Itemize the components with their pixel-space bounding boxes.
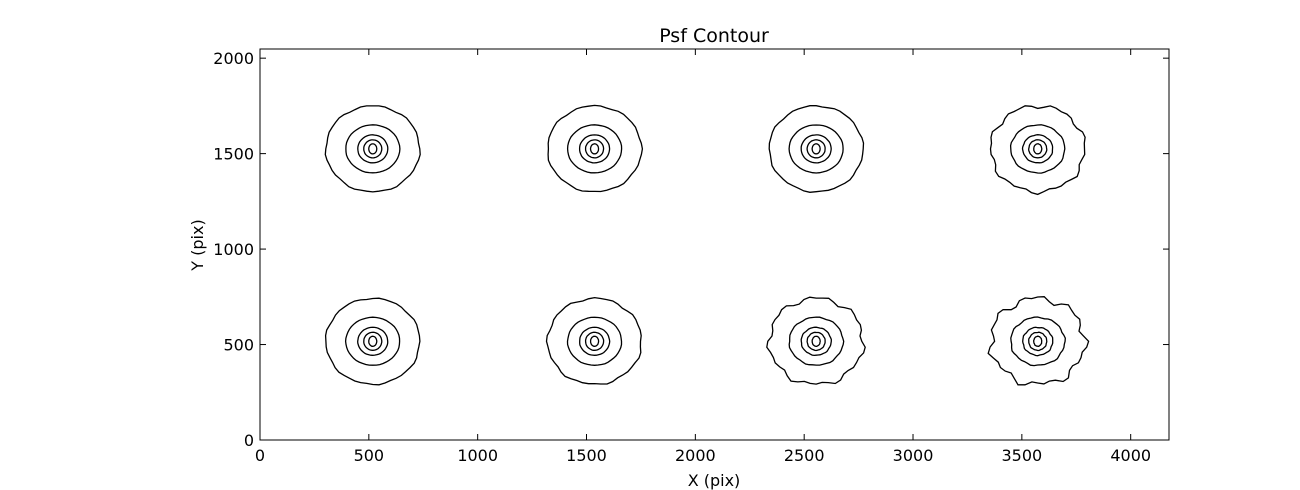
plot-frame [259,48,1170,441]
x-tick-label: 2500 [784,446,825,465]
x-tick-label: 3000 [893,446,934,465]
x-tick-label: 1000 [457,446,498,465]
contour-line [357,134,389,164]
contour-line [363,139,383,159]
contour-line [768,105,865,193]
y-tick-label: 2000 [213,49,254,68]
y-tick-label: 0 [244,431,254,450]
contour-line [357,326,389,356]
x-tick-label: 3500 [1001,446,1042,465]
contour-line [1009,124,1066,174]
contour-line [1010,316,1066,367]
contour-line [788,316,845,366]
chart-title: Psf Contour [659,25,769,47]
contour-line [989,105,1086,196]
contour-line [324,105,421,193]
contour-line [788,124,844,174]
contour-line [811,143,821,155]
contour-line [545,296,642,385]
contour-line [806,139,826,159]
contour-line [324,297,421,386]
contour-line [987,296,1090,386]
contour-line [1028,331,1048,352]
contour-line [345,124,401,174]
contour-line [1028,139,1048,159]
contour-line [363,331,383,351]
contour-line [368,335,378,347]
contour-line [579,326,611,356]
contour-line [566,316,623,366]
contour-line [344,316,401,366]
contour-line [578,134,611,164]
contour-line [1033,335,1043,347]
contour-line [811,335,821,348]
x-tick-label: 500 [354,446,385,465]
x-tick-label: 4000 [1110,446,1151,465]
contour-line [584,331,605,351]
contour-line [800,134,832,164]
x-tick-label: 1500 [566,446,607,465]
contour-line [806,331,826,352]
contour-line [547,104,644,193]
contour-line [766,296,866,385]
x-tick-label: 0 [255,446,265,465]
contour-line [1033,143,1043,155]
contour-line [589,335,600,347]
contour-line [584,139,605,159]
contour-line [1021,134,1054,164]
y-tick-label: 500 [223,336,254,355]
contour-line [566,124,623,174]
contour-line [368,143,378,155]
x-tick-label: 2000 [675,446,716,465]
y-tick-label: 1000 [213,240,254,259]
x-axis-label: X (pix) [688,471,741,490]
y-tick-label: 1500 [213,145,254,164]
contour-line [589,143,600,155]
contour-line [1022,326,1054,357]
y-axis-label: Y (pix) [188,219,207,271]
contour-line [800,326,832,357]
